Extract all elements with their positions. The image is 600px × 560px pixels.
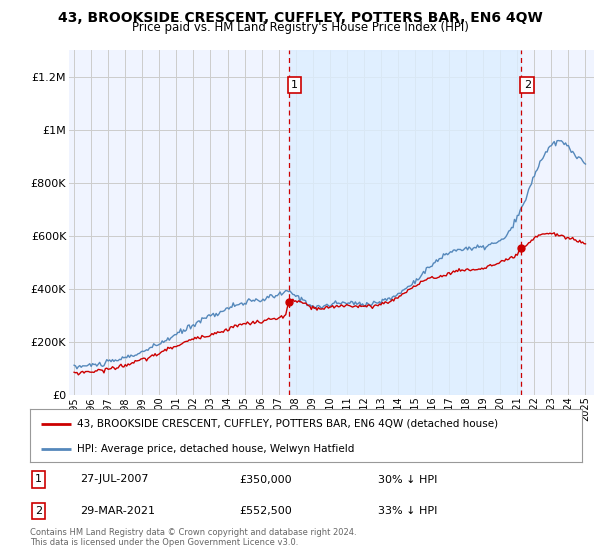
Text: 1: 1 — [35, 474, 42, 484]
Text: 33% ↓ HPI: 33% ↓ HPI — [378, 506, 437, 516]
Text: Contains HM Land Registry data © Crown copyright and database right 2024.
This d: Contains HM Land Registry data © Crown c… — [30, 528, 356, 547]
Text: £350,000: £350,000 — [240, 474, 292, 484]
Text: 2: 2 — [524, 80, 531, 90]
Text: £552,500: £552,500 — [240, 506, 293, 516]
Text: 29-MAR-2021: 29-MAR-2021 — [80, 506, 155, 516]
Text: 1: 1 — [291, 80, 298, 90]
Text: HPI: Average price, detached house, Welwyn Hatfield: HPI: Average price, detached house, Welw… — [77, 444, 354, 454]
Text: 43, BROOKSIDE CRESCENT, CUFFLEY, POTTERS BAR, EN6 4QW: 43, BROOKSIDE CRESCENT, CUFFLEY, POTTERS… — [58, 11, 542, 25]
Text: 27-JUL-2007: 27-JUL-2007 — [80, 474, 148, 484]
Text: 2: 2 — [35, 506, 42, 516]
Bar — [289, 50, 521, 395]
Text: 30% ↓ HPI: 30% ↓ HPI — [378, 474, 437, 484]
Text: Price paid vs. HM Land Registry's House Price Index (HPI): Price paid vs. HM Land Registry's House … — [131, 21, 469, 34]
Text: 43, BROOKSIDE CRESCENT, CUFFLEY, POTTERS BAR, EN6 4QW (detached house): 43, BROOKSIDE CRESCENT, CUFFLEY, POTTERS… — [77, 419, 498, 429]
